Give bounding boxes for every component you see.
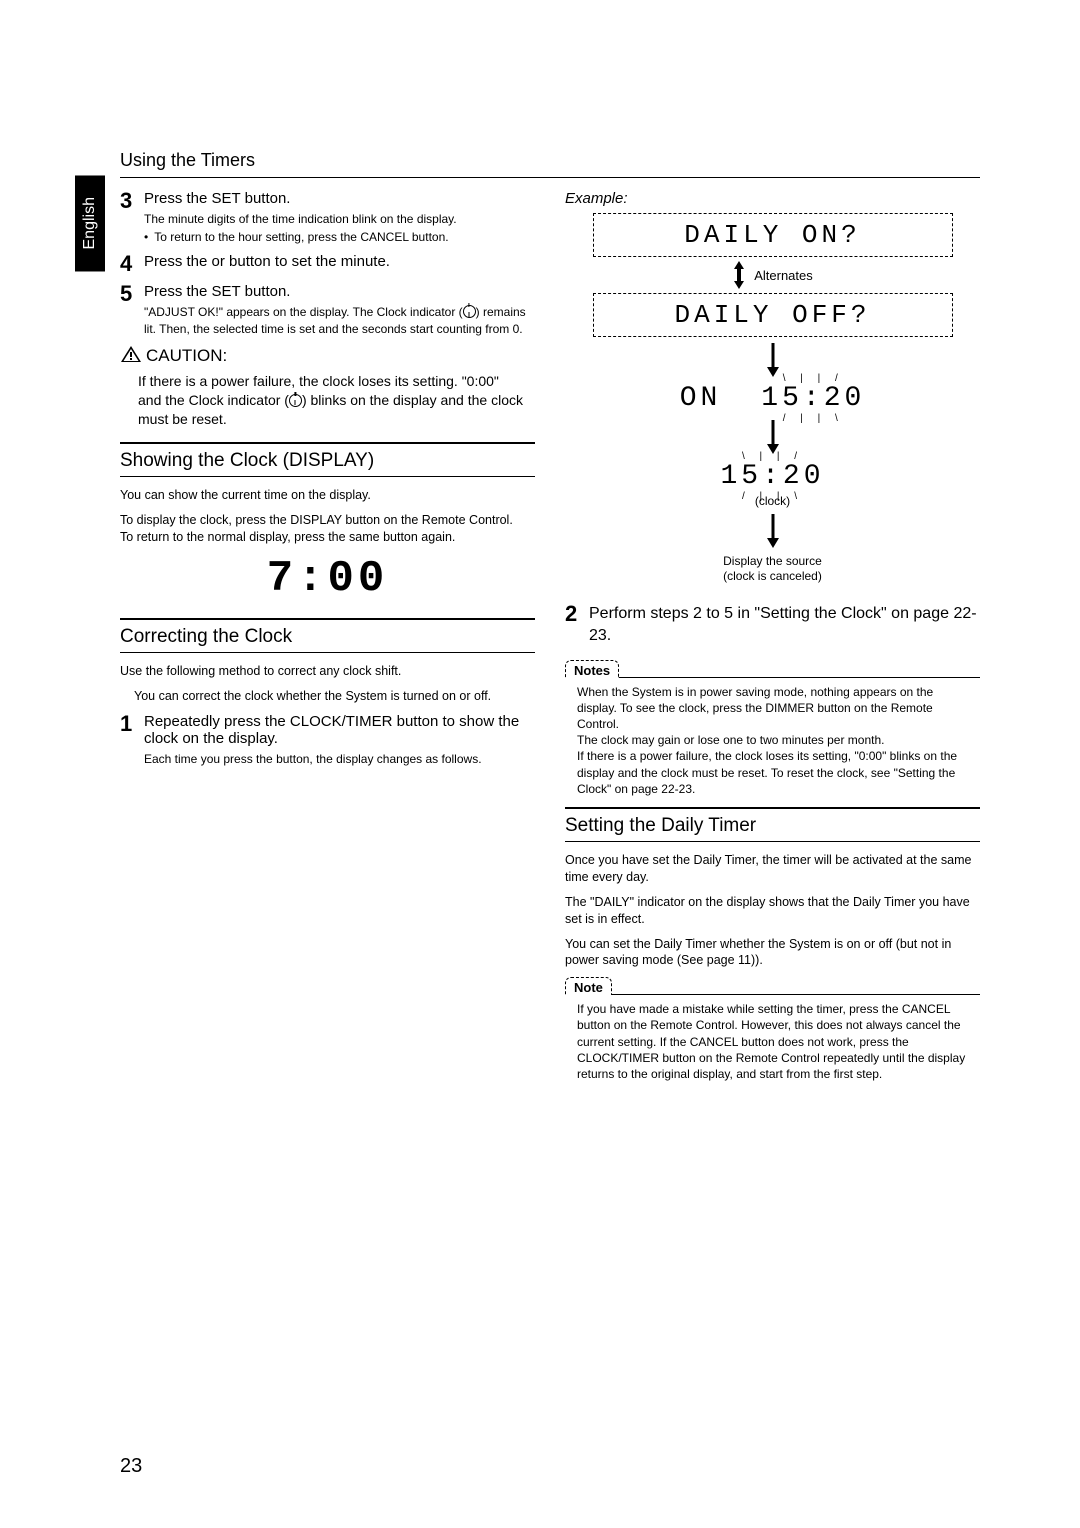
right-column: Example: DAILY ON? Alternates DAILY OFF?…	[565, 190, 980, 1092]
step-text: "ADJUST OK!" appears on the display. The…	[144, 304, 535, 336]
step-bullet: To return to the hour setting, press the…	[144, 229, 535, 245]
step-number: 1	[120, 713, 144, 767]
step-heading: Repeatedly press the CLOCK/TIMER button …	[144, 713, 535, 747]
caution-block: CAUTION: If there is a power failure, th…	[120, 345, 535, 429]
lcd-box: DAILY ON?	[593, 213, 953, 257]
rule	[120, 618, 535, 620]
lcd-row: \ | | / 15:20 / | | \	[593, 461, 953, 492]
step-3: 3 Press the SET button. The minute digit…	[120, 190, 535, 245]
step-number: 5	[120, 283, 144, 336]
lcd-row: ON \ | | / 15:20 / | | \	[593, 383, 953, 414]
rule	[120, 177, 980, 178]
caution-label: CAUTION:	[146, 346, 227, 366]
rule	[120, 442, 535, 444]
step-2: 2 Perform steps 2 to 5 in "Setting the C…	[565, 603, 980, 652]
step-text: Each time you press the button, the disp…	[144, 751, 535, 767]
body-text: You can show the current time on the dis…	[120, 487, 535, 504]
lcd-display: 7:00	[120, 554, 535, 604]
rule	[120, 652, 535, 653]
down-arrow-icon	[593, 514, 953, 548]
caution-icon	[120, 345, 142, 368]
body-text: Use the following method to correct any …	[120, 663, 535, 680]
notes-body: When the System is in power saving mode,…	[565, 678, 980, 807]
step-5: 5 Press the SET button. "ADJUST OK!" app…	[120, 283, 535, 336]
example-label: Example:	[565, 190, 980, 207]
step-heading: Press the or button to set the minute.	[144, 253, 535, 270]
lcd-box: DAILY OFF?	[593, 293, 953, 337]
page-title: Using the Timers	[120, 150, 980, 171]
alternates-label: Alternates	[754, 268, 813, 283]
left-column: 3 Press the SET button. The minute digit…	[120, 190, 535, 1092]
step-number: 2	[565, 603, 589, 652]
step-1: 1 Repeatedly press the CLOCK/TIMER butto…	[120, 713, 535, 767]
step-number: 4	[120, 253, 144, 275]
body-text: The "DAILY" indicator on the display sho…	[565, 894, 980, 928]
down-arrow-icon	[593, 420, 953, 454]
rule	[120, 476, 535, 477]
note-header: Note	[565, 977, 980, 995]
note-label: Note	[565, 977, 612, 995]
blinking-time: \ | | / 15:20 / | | \	[761, 383, 865, 414]
subsection-title: Correcting the Clock	[120, 626, 535, 648]
body-text: You can correct the clock whether the Sy…	[120, 688, 535, 705]
page-content: Using the Timers 3 Press the SET button.…	[120, 150, 980, 1092]
step-4: 4 Press the or button to set the minute.	[120, 253, 535, 275]
body-text: To display the clock, press the DISPLAY …	[120, 512, 535, 546]
caution-body: If there is a power failure, the clock l…	[120, 372, 535, 429]
flow-diagram: DAILY ON? Alternates DAILY OFF? ON \ | |…	[593, 213, 953, 583]
updown-arrow-icon	[732, 261, 746, 289]
step-heading: Press the SET button.	[144, 190, 535, 207]
blinking-time: \ | | / 15:20 / | | \	[720, 461, 824, 492]
body-text: You can set the Daily Timer whether the …	[565, 936, 980, 970]
step-text: The minute digits of the time indication…	[144, 211, 535, 227]
down-arrow-icon	[593, 343, 953, 377]
step-number: 3	[120, 190, 144, 245]
language-tab: English	[75, 175, 105, 271]
subsection-title: Showing the Clock (DISPLAY)	[120, 450, 535, 472]
notes-label: Notes	[565, 660, 619, 678]
notes-header: Notes	[565, 660, 980, 678]
note-body: If you have made a mistake while setting…	[565, 995, 980, 1092]
rule	[565, 807, 980, 809]
on-label: ON	[680, 383, 722, 414]
rule	[565, 841, 980, 842]
source-caption: Display the source (clock is canceled)	[593, 554, 953, 583]
subsection-title: Setting the Daily Timer	[565, 815, 980, 837]
step-heading: Perform steps 2 to 5 in "Setting the Clo…	[589, 603, 980, 648]
clock-icon	[289, 394, 302, 407]
step-heading: Press the SET button.	[144, 283, 535, 300]
body-text: Once you have set the Daily Timer, the t…	[565, 852, 980, 886]
page-number: 23	[120, 1455, 142, 1478]
clock-icon	[463, 305, 476, 318]
